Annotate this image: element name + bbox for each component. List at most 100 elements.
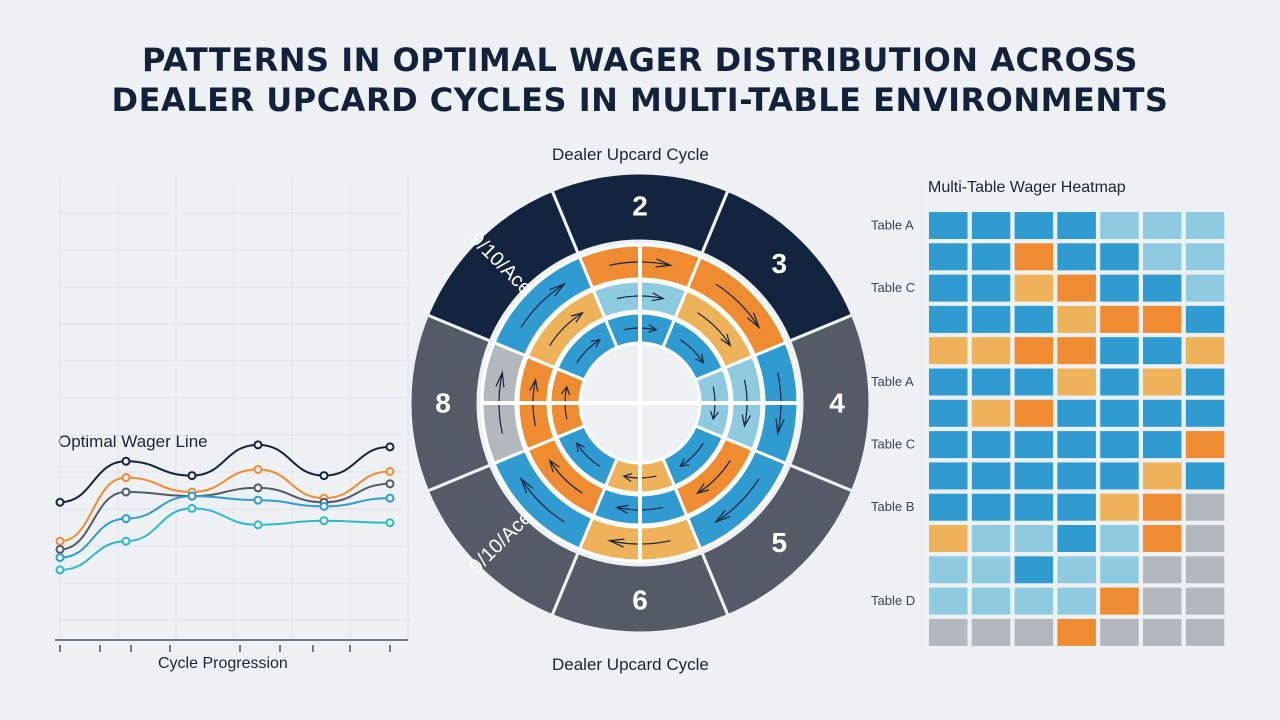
line-series-5-point (253, 520, 263, 530)
heatmap-cell (1057, 493, 1096, 521)
heatmap-cell (1100, 399, 1139, 427)
heatmap-cell (1057, 368, 1096, 396)
heatmap-cell (971, 368, 1011, 396)
heatmap-cell (929, 431, 968, 459)
ring-1-arrowhead-4 (713, 509, 731, 524)
ring-3-arrowhead-6 (575, 442, 585, 453)
heatmap-cell (1143, 493, 1182, 521)
heatmap-cell (1185, 556, 1225, 584)
line-series-4-point (319, 501, 329, 511)
heatmap-cell (929, 462, 968, 490)
line-chart-grid (58, 178, 410, 640)
heatmap-cell (1100, 368, 1139, 396)
line-series-5-point (319, 516, 329, 526)
heatmap-cell (1014, 618, 1054, 646)
heatmap-cell (1100, 274, 1139, 302)
heatmap-cell (1057, 431, 1096, 459)
radial-chart-title: Dealer Upcard Cycle (552, 145, 709, 164)
heatmap-cell (929, 274, 968, 302)
heatmap-cell (1014, 431, 1054, 459)
upcard-label-2: 3 (772, 248, 788, 279)
heatmap-cell (971, 525, 1011, 552)
ring-2-arrow-4 (697, 460, 731, 494)
line-series-2 (59, 468, 391, 543)
heatmap-cell (929, 243, 968, 271)
line-series-3-point (253, 483, 263, 493)
heatmap-cell (971, 493, 1011, 521)
heatmap-cell (1057, 399, 1096, 427)
ring-2-arrowhead-5 (615, 504, 629, 514)
heatmap-cell (929, 337, 968, 365)
heatmap-cell (1014, 368, 1054, 396)
heatmap-cell (1185, 618, 1225, 646)
heatmap-cell (1143, 274, 1182, 302)
heatmap-cell (971, 618, 1011, 646)
heatmap-cell (1143, 462, 1182, 490)
ring-1-arrowhead-6 (519, 476, 534, 494)
upcard-segment-8 (425, 188, 580, 343)
ring-3-arrowhead-7 (561, 385, 571, 396)
upcard-label-1: 2 (632, 191, 648, 222)
heatmap-cell (971, 212, 1011, 239)
heatmap-cell (1143, 368, 1182, 396)
heatmap-cell (929, 525, 968, 552)
heatmap-cell (1185, 525, 1225, 552)
heatmap-cell (1100, 305, 1139, 333)
ring-2-arrow-8 (549, 312, 583, 346)
heatmap-cell (1100, 462, 1139, 490)
ring-2-segment-8 (525, 288, 607, 370)
line-series-1-point (319, 471, 329, 481)
heatmap-cell (1057, 556, 1096, 584)
heatmap-cell (971, 587, 1011, 615)
heatmap-cell (1185, 305, 1225, 333)
radial-chart-bottom-label: Dealer Upcard Cycle (552, 655, 709, 674)
heatmap-cell (1100, 431, 1139, 459)
heatmap-cell (1185, 212, 1225, 239)
line-chart-title: Optimal Wager Line (58, 432, 208, 451)
line-series-1-point (55, 497, 65, 507)
heatmap-cell (1014, 305, 1054, 333)
heatmap-cell (1057, 337, 1096, 365)
heatmap-cell (929, 368, 968, 396)
heatmap-cell (971, 243, 1011, 271)
ring-2-arrow-2 (697, 312, 731, 346)
line-series-1-point (187, 471, 197, 481)
line-series-2-point (55, 536, 65, 546)
heatmap-cell (1100, 587, 1139, 615)
heatmap-row-label: Table C (871, 437, 915, 452)
line-series-5-point (121, 536, 131, 546)
ring-1-arrowhead-1 (655, 258, 673, 268)
line-series-4-point (121, 514, 131, 524)
ring-3-arrowhead-2 (695, 353, 705, 364)
ring-3-arrowhead-1 (647, 324, 658, 334)
line-series-4-point (187, 491, 197, 501)
heatmap-cell (929, 212, 968, 239)
heatmap-cell (929, 587, 968, 615)
heatmap-cell (1014, 462, 1054, 490)
heatmap-cell (1057, 525, 1096, 552)
line-series-2-point (121, 473, 131, 483)
heatmap-cell (1057, 462, 1096, 490)
ring-1-arrow-8 (520, 283, 565, 328)
heatmap-cell (1143, 399, 1182, 427)
heatmap-cell (1057, 305, 1096, 333)
heatmap-cell (929, 556, 968, 584)
heatmap-cell (1143, 587, 1182, 615)
heatmap-cell (1143, 431, 1182, 459)
line-series-3-point (121, 487, 131, 497)
heatmap-cell (971, 305, 1011, 333)
line-series-4-point (55, 553, 65, 563)
heatmap-cell (971, 556, 1011, 584)
heatmap-cell (1014, 274, 1054, 302)
heatmap-cell (1100, 212, 1139, 239)
ring-1-segment-8 (492, 255, 595, 358)
ring-2-arrowhead-7 (529, 378, 539, 392)
ring-2-arrowhead-2 (720, 333, 732, 347)
heatmap-cell (1014, 556, 1054, 584)
heatmap-cell (1143, 243, 1182, 271)
heatmap-cell (1057, 274, 1096, 302)
heatmap-cell (1143, 212, 1182, 239)
